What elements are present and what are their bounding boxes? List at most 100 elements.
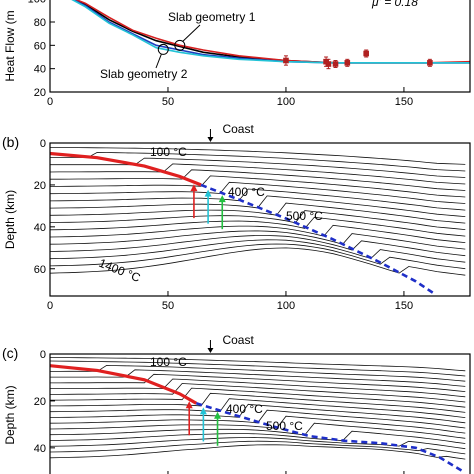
y-tick-label: 0 <box>40 349 46 361</box>
y-axis-label: Depth (km) <box>3 190 17 249</box>
x-tick-label: 50 <box>162 300 174 312</box>
model-curve-1 <box>74 0 470 64</box>
slab-surface-deep <box>195 402 464 473</box>
panel-letter-b: (b) <box>2 134 19 150</box>
heat-flow-observation <box>363 50 369 57</box>
isotherm-contour <box>50 210 466 230</box>
isotherm-label: 500 °C <box>286 209 323 223</box>
heat-flow-observation <box>283 57 289 64</box>
isotherm-contour <box>50 151 466 172</box>
isotherm-contour <box>50 175 466 198</box>
isotherm-contour <box>50 181 466 204</box>
y-tick-label: 80 <box>34 17 46 29</box>
heat-flow-observation <box>332 61 339 67</box>
x-tick-label: 50 <box>162 96 174 108</box>
x-tick-label: 150 <box>395 96 413 108</box>
x-tick-label: 150 <box>395 300 413 312</box>
panel-letter-c: (c) <box>2 345 18 361</box>
isotherm-contour <box>50 216 466 237</box>
isotherm-label: 400 °C <box>226 402 263 416</box>
panel-a: 0 50 100 150 20 40 60 80 100 Heat Flow (m Slab geo… <box>3 0 471 108</box>
isotherm-contour <box>50 383 466 403</box>
y-tick-label: 40 <box>34 222 46 234</box>
isotherm-contour <box>50 422 466 439</box>
y-axis-label: Heat Flow (m <box>3 10 17 81</box>
isotherm-contour <box>50 188 466 211</box>
marker-circle <box>157 43 169 55</box>
isotherm-contour <box>50 230 466 250</box>
isotherm-contour <box>50 147 466 165</box>
isotherm-contour <box>50 373 466 392</box>
y-tick-label: 40 <box>34 443 46 455</box>
y-tick-label: 40 <box>34 64 46 76</box>
isotherm-contour <box>50 163 466 185</box>
coast-label: Coast <box>222 122 254 136</box>
isotherm-label: 500 °C <box>266 419 303 433</box>
y-tick-label: 20 <box>34 396 46 408</box>
x-tick-label: 100 <box>277 300 295 312</box>
plot-frame <box>49 0 471 93</box>
plot-area <box>50 147 466 295</box>
plot-frame <box>49 353 471 474</box>
isotherm-contour <box>50 202 466 224</box>
isotherm-label: 100 °C <box>150 355 187 369</box>
isotherm-contour <box>50 403 466 424</box>
slab-surface-deep <box>200 183 436 295</box>
coast-label: Coast <box>222 333 254 347</box>
panel-b: 0 50 100 150 0 20 40 60 Depth (km) 100 °C 400 °C 50… <box>2 122 471 312</box>
heat-flow-observation <box>325 61 332 67</box>
y-tick-label: 0 <box>40 138 46 150</box>
isotherm-contour <box>50 157 466 178</box>
heat-flow-observation <box>427 60 433 66</box>
plot-frame <box>49 142 471 297</box>
heat-flow-observation <box>344 60 351 66</box>
isotherm-contour <box>50 444 466 460</box>
isotherm-contour <box>50 415 466 434</box>
isotherm-contour <box>50 387 466 408</box>
plot-area <box>71 0 470 70</box>
isotherm-contour <box>50 360 466 377</box>
isotherm-contour <box>50 224 466 243</box>
isotherm-contour <box>50 430 466 444</box>
coast-arrow-head <box>207 137 214 142</box>
marker-circle <box>174 39 186 51</box>
plot-area <box>50 357 466 473</box>
isotherm-contour <box>50 169 466 191</box>
isotherm-contour <box>50 243 466 270</box>
model-curve-0 <box>73 0 470 64</box>
y-tick-label: 100 <box>28 0 46 6</box>
annotation-slab-geometry-1: Slab geometry 1 <box>168 10 256 24</box>
arrow-head <box>199 407 207 415</box>
isotherm-contour <box>50 357 466 372</box>
annotation-slab-geometry-2: Slab geometry 2 <box>100 67 188 81</box>
isotherm-contour <box>50 235 466 257</box>
y-tick-label: 60 <box>34 40 46 52</box>
isotherm-contour <box>50 398 466 418</box>
arrow-head <box>218 195 226 203</box>
isotherm-label: 1400 °C <box>97 256 143 285</box>
x-tick-label: 100 <box>277 96 295 108</box>
isotherm-contour <box>50 369 466 387</box>
arrow-head <box>214 411 222 419</box>
slab-surface-shallow <box>50 151 202 187</box>
annotation-leader <box>155 54 162 69</box>
arrow-head <box>204 189 212 197</box>
arrow-head <box>185 401 193 409</box>
x-tick-label: 0 <box>47 96 53 108</box>
isotherm-contour <box>50 392 466 413</box>
y-axis-label: Depth (km) <box>3 385 17 444</box>
coast-arrow-head <box>207 348 214 353</box>
isotherm-label: 400 °C <box>228 185 265 199</box>
isotherm-contour <box>50 440 466 455</box>
friction-label: μ' = 0.18 <box>371 0 418 9</box>
isotherm-contour <box>50 378 466 398</box>
annotation-leader <box>182 24 201 42</box>
y-tick-label: 20 <box>34 180 46 192</box>
x-tick-label: 0 <box>47 300 53 312</box>
isotherm-contour <box>50 364 466 382</box>
arrow-head <box>190 184 198 192</box>
slab-surface-shallow <box>50 364 198 405</box>
model-curve-3 <box>71 0 470 64</box>
